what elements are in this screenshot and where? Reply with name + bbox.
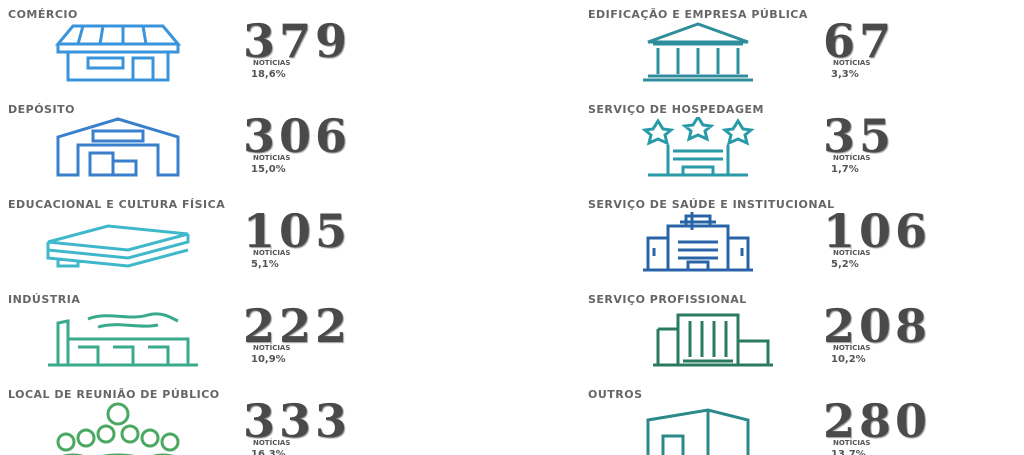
news-count: 105 [243, 204, 352, 258]
category-icon [46, 224, 190, 268]
category-item: EDUCACIONAL E CULTURA FÍSICA 105 NOTÍCIAS 5… [8, 190, 448, 285]
count-unit: NOTÍCIAS [253, 439, 291, 447]
news-count: 208 [823, 299, 932, 353]
category-icon [54, 24, 182, 82]
count-unit: NOTÍCIAS [253, 344, 291, 352]
category-label: SERVIÇO PROFISSIONAL [588, 293, 747, 306]
news-count: 35 [823, 109, 896, 163]
category-icon [643, 22, 753, 82]
category-item: SERVIÇO DE SAÚDE E INSTITUCIONAL 106 NOTÍC… [588, 190, 1024, 285]
count-unit: NOTÍCIAS [833, 344, 871, 352]
count-unit: NOTÍCIAS [253, 249, 291, 257]
category-icon [56, 402, 180, 455]
news-percent: 10,2% [831, 354, 866, 365]
news-count: 222 [243, 299, 352, 353]
news-count: 379 [243, 14, 352, 68]
news-percent: 18,6% [251, 69, 286, 80]
news-percent: 1,7% [831, 164, 859, 175]
count-unit: NOTÍCIAS [833, 154, 871, 162]
news-percent: 15,0% [251, 164, 286, 175]
category-item: SERVIÇO DE HOSPEDAGEM 35 NOTÍCIAS 1,7% [588, 95, 1024, 190]
news-count: 106 [823, 204, 932, 258]
news-percent: 3,3% [831, 69, 859, 80]
category-item: OUTROS 280 NOTÍCIAS 13,7% [588, 380, 1024, 455]
count-unit: NOTÍCIAS [833, 59, 871, 67]
category-item: SERVIÇO PROFISSIONAL 208 NOTÍCIAS 10,2% [588, 285, 1024, 380]
category-icon [653, 313, 773, 367]
category-label: EDUCACIONAL E CULTURA FÍSICA [8, 198, 226, 211]
category-icon [48, 312, 198, 367]
category-item: EDIFICAÇÃO E EMPRESA PÚBLICA 67 NOTÍCIAS 3,… [588, 0, 1024, 95]
category-label: INDÚSTRIA [8, 293, 81, 306]
news-percent: 5,1% [251, 259, 279, 270]
category-label: COMÉRCIO [8, 8, 78, 21]
news-percent: 13,7% [831, 449, 866, 455]
category-item: LOCAL DE REUNIÃO DE PÚBLICO 333 NOTÍCIAS 16… [8, 380, 448, 455]
news-count: 280 [823, 394, 932, 448]
category-label: EDIFICAÇÃO E EMPRESA PÚBLICA [588, 8, 808, 21]
category-label: LOCAL DE REUNIÃO DE PÚBLICO [8, 388, 220, 401]
count-unit: NOTÍCIAS [833, 249, 871, 257]
news-count: 306 [243, 109, 352, 163]
count-unit: NOTÍCIAS [253, 154, 291, 162]
category-icon [646, 408, 750, 455]
news-count: 333 [243, 394, 352, 448]
news-percent: 10,9% [251, 354, 286, 365]
news-count: 67 [823, 14, 896, 68]
category-item: COMÉRCIO 379 NOTÍCIAS 18,6% [8, 0, 448, 95]
news-percent: 16,3% [251, 449, 286, 455]
category-item: DEPÓSITO 306 NOTÍCIAS 15,0% [8, 95, 448, 190]
news-percent: 5,2% [831, 259, 859, 270]
category-label: OUTROS [588, 388, 643, 401]
count-unit: NOTÍCIAS [253, 59, 291, 67]
category-label: DEPÓSITO [8, 103, 75, 116]
category-label: SERVIÇO DE HOSPEDAGEM [588, 103, 764, 116]
category-icon [56, 117, 180, 177]
category-label: SERVIÇO DE SAÚDE E INSTITUCIONAL [588, 198, 835, 211]
category-icon [643, 212, 753, 272]
category-item: INDÚSTRIA 222 NOTÍCIAS 10,9% [8, 285, 448, 380]
category-icon [641, 117, 755, 177]
count-unit: NOTÍCIAS [833, 439, 871, 447]
